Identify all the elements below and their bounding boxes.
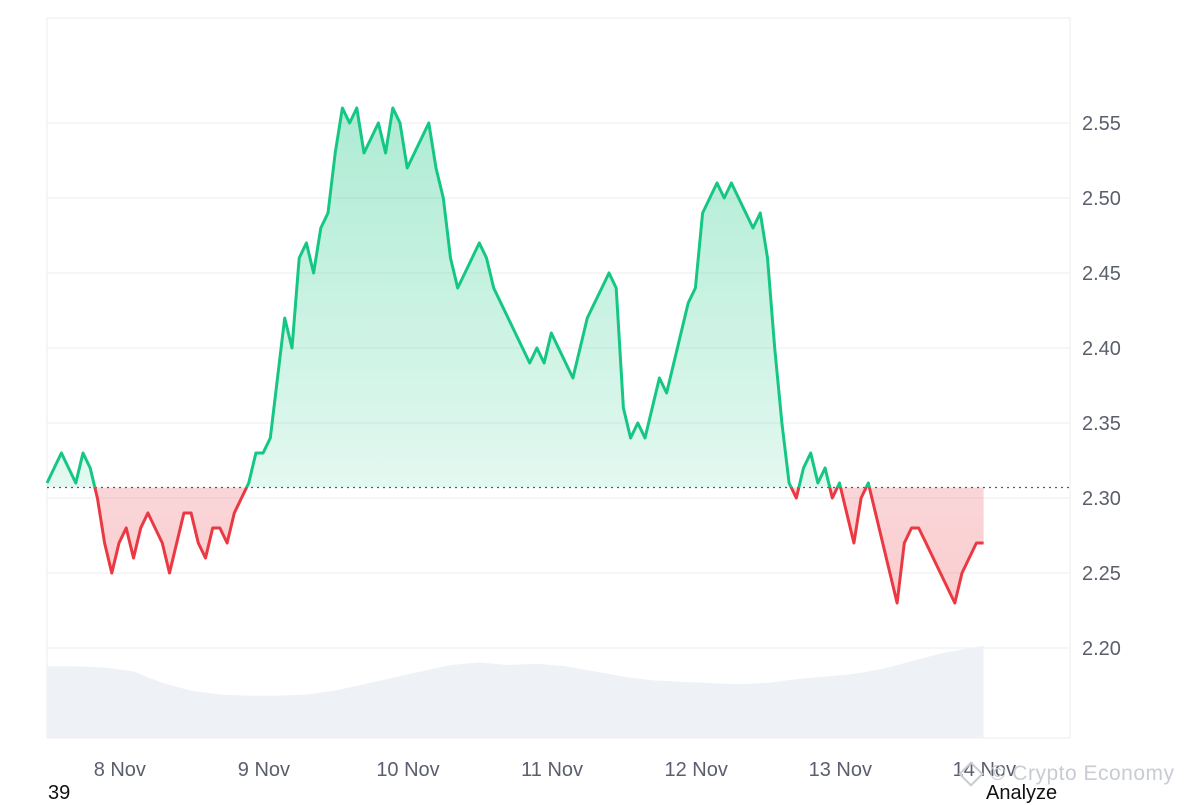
- x-axis-ticks: 8 Nov 9 Nov 10 Nov 11 Nov 12 Nov 13 Nov 14 Nov: [94, 759, 1016, 781]
- y-tick-label: 2.25: [1082, 563, 1121, 585]
- y-axis-ticks: 2.20 2.25 2.30 2.35 2.40 2.45 2.50 2.55: [1082, 113, 1121, 660]
- down-area-fill: [47, 487, 984, 603]
- y-tick-label: 2.50: [1082, 188, 1121, 210]
- y-tick-label: 2.20: [1082, 638, 1121, 660]
- x-tick-label: 9 Nov: [238, 759, 290, 781]
- y-tick-label: 2.35: [1082, 413, 1121, 435]
- bottom-left-label: 39: [48, 782, 71, 804]
- price-line-down: [93, 487, 984, 605]
- analyze-link[interactable]: Analyze: [986, 782, 1058, 804]
- up-area-fill: [47, 108, 984, 488]
- volume-area: [47, 645, 984, 738]
- y-tick-label: 2.55: [1082, 113, 1121, 135]
- x-tick-label: 14 Nov: [953, 759, 1016, 781]
- x-tick-label: 13 Nov: [809, 759, 872, 781]
- x-tick-label: 10 Nov: [376, 759, 439, 781]
- x-tick-label: 11 Nov: [521, 759, 583, 781]
- y-tick-label: 2.40: [1082, 338, 1121, 360]
- y-tick-label: 2.45: [1082, 263, 1121, 285]
- x-tick-label: 8 Nov: [94, 759, 146, 781]
- y-tick-label: 2.30: [1082, 488, 1121, 510]
- diamond-logo-icon: [958, 761, 984, 788]
- price-line-up: [45, 106, 871, 488]
- watermark: © Crypto Economy: [958, 761, 1175, 788]
- watermark-text: © Crypto Economy: [990, 762, 1175, 785]
- x-tick-label: 12 Nov: [664, 759, 727, 781]
